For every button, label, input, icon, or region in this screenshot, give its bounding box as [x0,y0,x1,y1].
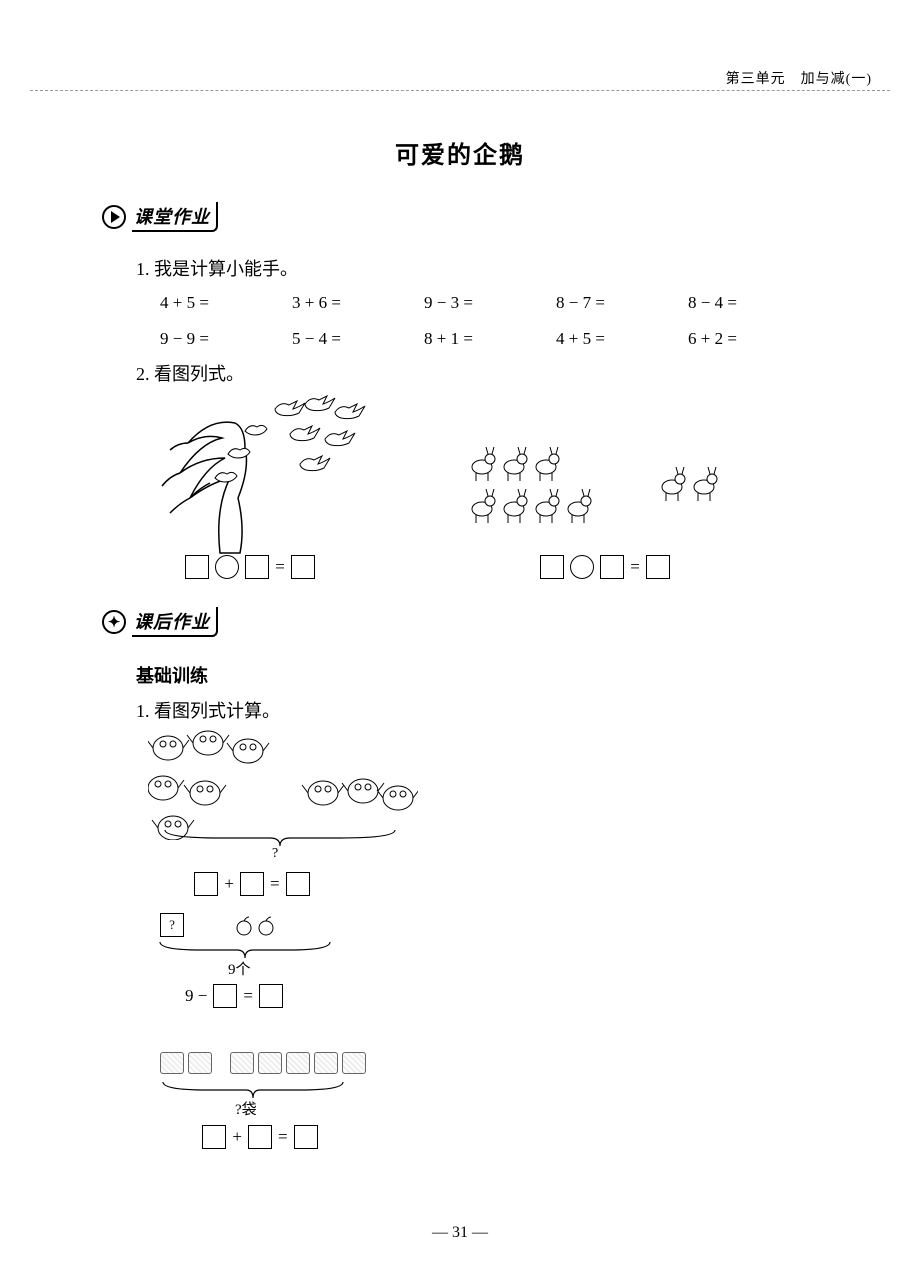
brace-2 [155,940,335,960]
divider [30,90,890,91]
package-icon [188,1052,212,1074]
math-problems-grid: 4 + 5 = 3 + 6 = 9 − 3 = 8 − 7 = 8 − 4 = … [160,293,820,349]
operator-circle[interactable] [215,555,239,579]
q2-label: 2. 看图列式。 [136,360,244,386]
answer-box[interactable] [286,872,310,896]
package-icon [258,1052,282,1074]
section-classwork-label: 课堂作业 [132,202,218,232]
figure-tree-birds [150,388,420,573]
package-icon [286,1052,310,1074]
answer-box[interactable] [259,984,283,1008]
math-problem: 9 − 3 = [424,293,556,313]
equation-4: 9 − = [185,984,345,1008]
brace-3 [158,1080,348,1100]
answer-box[interactable] [213,984,237,1008]
answer-box[interactable] [600,555,624,579]
answer-box[interactable] [185,555,209,579]
question-box: ? [160,913,184,937]
equation-1: = [175,555,325,579]
plus-sign: + [232,1127,242,1147]
answer-box[interactable] [248,1125,272,1149]
equation-3: + = [172,872,332,896]
math-problem: 4 + 5 = [160,293,292,313]
equals-sign: = [270,874,280,894]
math-problem: 5 − 4 = [292,329,424,349]
answer-box[interactable] [202,1125,226,1149]
hw-q1-label: 1. 看图列式计算。 [136,697,280,723]
play-icon [102,205,126,229]
math-problem: 3 + 6 = [292,293,424,313]
equals-sign: = [630,557,640,577]
math-problem: 6 + 2 = [688,329,820,349]
answer-box[interactable] [194,872,218,896]
answer-box[interactable] [294,1125,318,1149]
subheading: 基础训练 [136,662,208,688]
section-classwork: 课堂作业 [102,202,218,232]
package-group [160,1052,212,1074]
operator-circle[interactable] [570,555,594,579]
math-problem: 4 + 5 = [556,329,688,349]
section-homework: ✦ 课后作业 [102,607,218,637]
person-icon: ✦ [102,610,126,634]
answer-box[interactable] [291,555,315,579]
package-icon [314,1052,338,1074]
page-title: 可爱的企鹅 [0,135,920,170]
answer-box[interactable] [245,555,269,579]
package-icon [160,1052,184,1074]
unit-header: 第三单元 加与减(一) [726,68,872,88]
math-problem: 8 + 1 = [424,329,556,349]
equals-sign: = [243,986,253,1006]
brace-1 [160,828,400,848]
equation-5: + = [180,1125,340,1149]
brace-1-label: ? [272,846,278,862]
equals-sign: = [278,1127,288,1147]
packages-row [160,1052,366,1074]
brace-3-label: ?袋 [235,1098,257,1119]
apples-row: ? [160,913,360,937]
answer-box[interactable] [540,555,564,579]
section-homework-label: 课后作业 [132,607,218,637]
package-group [230,1052,366,1074]
answer-box[interactable] [646,555,670,579]
eq4-left: 9 − [185,986,207,1006]
figure-deer [460,440,740,570]
equation-2: = [530,555,680,579]
brace-2-label: 9个 [228,958,251,979]
q1-label: 1. 我是计算小能手。 [136,255,298,281]
answer-box[interactable] [240,872,264,896]
package-icon [230,1052,254,1074]
package-icon [342,1052,366,1074]
equals-sign: = [275,557,285,577]
figure-owls [148,725,418,840]
math-problem: 9 − 9 = [160,329,292,349]
math-problem: 8 − 4 = [688,293,820,313]
plus-sign: + [224,874,234,894]
math-problem: 8 − 7 = [556,293,688,313]
apple-icons [234,914,276,936]
page-number: — 31 — [0,1224,920,1242]
